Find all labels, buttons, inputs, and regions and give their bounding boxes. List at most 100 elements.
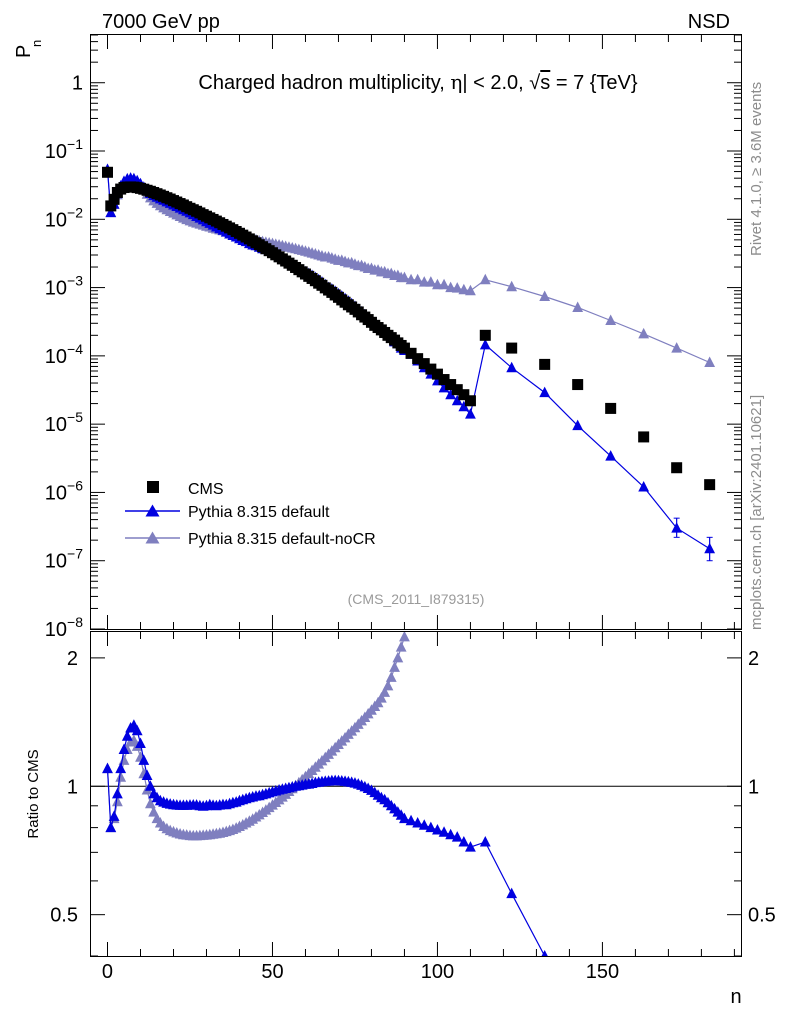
ratio-point-nocr [375,692,387,703]
ratio-point-default [451,831,463,842]
data-point-nocr [671,342,683,353]
ratio-point-nocr [118,754,130,765]
ratio-point-default [118,743,130,754]
ratio-point-default [121,730,133,741]
main-y-axis-label: P n [13,40,44,58]
data-point-cms [704,479,716,491]
data-point-cms [431,368,443,380]
ratio-point-default [418,819,430,830]
ratio-point-default [541,950,548,956]
ratio-point-nocr [144,797,156,809]
data-point-cms [418,358,430,370]
ratio-point-default [412,817,424,828]
data-point-nocr [539,290,551,302]
data-point-cms [479,329,491,341]
ratio-point-default [445,828,457,840]
data-point-cms [638,431,650,443]
data-point-cms [572,379,584,391]
main-y-tick-label: 10−7 [45,546,83,573]
ratio-series-0 [102,719,548,956]
ratio-point-nocr [385,671,397,682]
legend-label-nocr: Pythia 8.315 default-noCR [188,531,376,548]
data-point-nocr [458,283,470,295]
main-y-tick-label: 10−5 [45,409,83,436]
data-point-default [105,206,117,218]
data-point-cms [108,193,120,205]
title-part-s: s [540,72,550,94]
data-point-cms [412,353,424,365]
ratio-point-default [138,754,150,765]
data-point-default [638,481,650,492]
data-point-cms [458,389,470,401]
ratio-point-nocr [115,771,127,782]
main-y-tick-label: 10−4 [45,341,83,368]
data-point-cms [445,379,457,391]
data-point-cms [464,395,476,407]
data-point-cms [101,166,113,178]
data-point-cms [539,358,551,370]
legend-marker-nocr [145,531,160,544]
data-point-cms [671,462,683,474]
ratio-point-nocr [392,651,404,663]
title-part-eta: η [450,70,462,94]
main-y-tick-label: 10−6 [45,477,83,504]
data-point-default [506,361,518,373]
ratio-point-nocr [111,795,123,807]
ratio-point-default [506,887,518,899]
series-0 [101,166,716,491]
legend: CMS Pythia 8.315 default Pythia 8.315 de… [125,481,376,548]
ratio-point-default [458,836,470,847]
data-point-default [605,450,617,461]
ratio-point-default [105,821,117,833]
data-point-nocr [479,273,491,285]
x-tick-label: 100 [421,961,454,983]
ratio-point-nocr [399,632,410,642]
data-point-nocr [605,314,617,325]
y-label-sub-n: n [29,40,44,47]
ratio-point-nocr [395,641,407,652]
x-axis-label: n [730,986,741,1008]
data-point-nocr [638,327,650,339]
data-point-default [458,400,470,412]
ratio-panel-frame [90,631,742,957]
main-y-tick-label: 10−8 [45,614,83,641]
analysis-watermark: (CMS_2011_I879315) [348,591,485,607]
data-point-nocr [445,281,457,293]
main-y-tick-label: 10−1 [45,136,83,163]
ratio-point-nocr [382,679,394,691]
main-y-axis: 1 10−1 10−2 10−3 10−4 10−5 10−6 10−7 10−8 [45,34,741,641]
ratio-point-default [465,841,476,852]
ratio-point-default [141,769,153,780]
ratio-point-nocr [379,686,391,697]
title-part-mid: | < 2.0, [462,72,529,94]
series-line [106,169,710,364]
data-point-nocr [399,271,410,283]
ratio-point-default [399,812,410,824]
y-label-p: P [13,45,35,58]
ratio-series-group [102,632,548,956]
title-part-root: √ [529,72,540,94]
ratio-y-tick-label: 1 [67,776,78,798]
ratio-series-1 [102,632,410,841]
ratio-point-default [438,826,450,837]
data-point-default [451,394,463,406]
ratio-y-tick-label-right: 1 [748,776,759,798]
data-point-cms [605,402,617,414]
legend-label-cms: CMS [188,481,224,498]
ratio-y-axis: 2 2 1 1 0.5 0.5 [50,648,776,957]
data-point-nocr [412,273,424,285]
data-point-default [465,408,476,419]
legend-marker-cms [147,481,159,493]
title-part-pre: Charged hadron multiplicity, [198,72,450,94]
ratio-point-default [479,836,491,847]
ratio-point-default [135,737,146,748]
series-2 [102,163,716,367]
data-point-nocr [704,356,716,367]
ratio-point-default [432,823,443,835]
x-tick-label: 150 [586,961,619,983]
data-point-nocr [425,276,437,287]
data-point-cms [438,374,450,386]
data-point-default [479,338,491,350]
main-y-tick-label: 10−3 [45,273,83,300]
